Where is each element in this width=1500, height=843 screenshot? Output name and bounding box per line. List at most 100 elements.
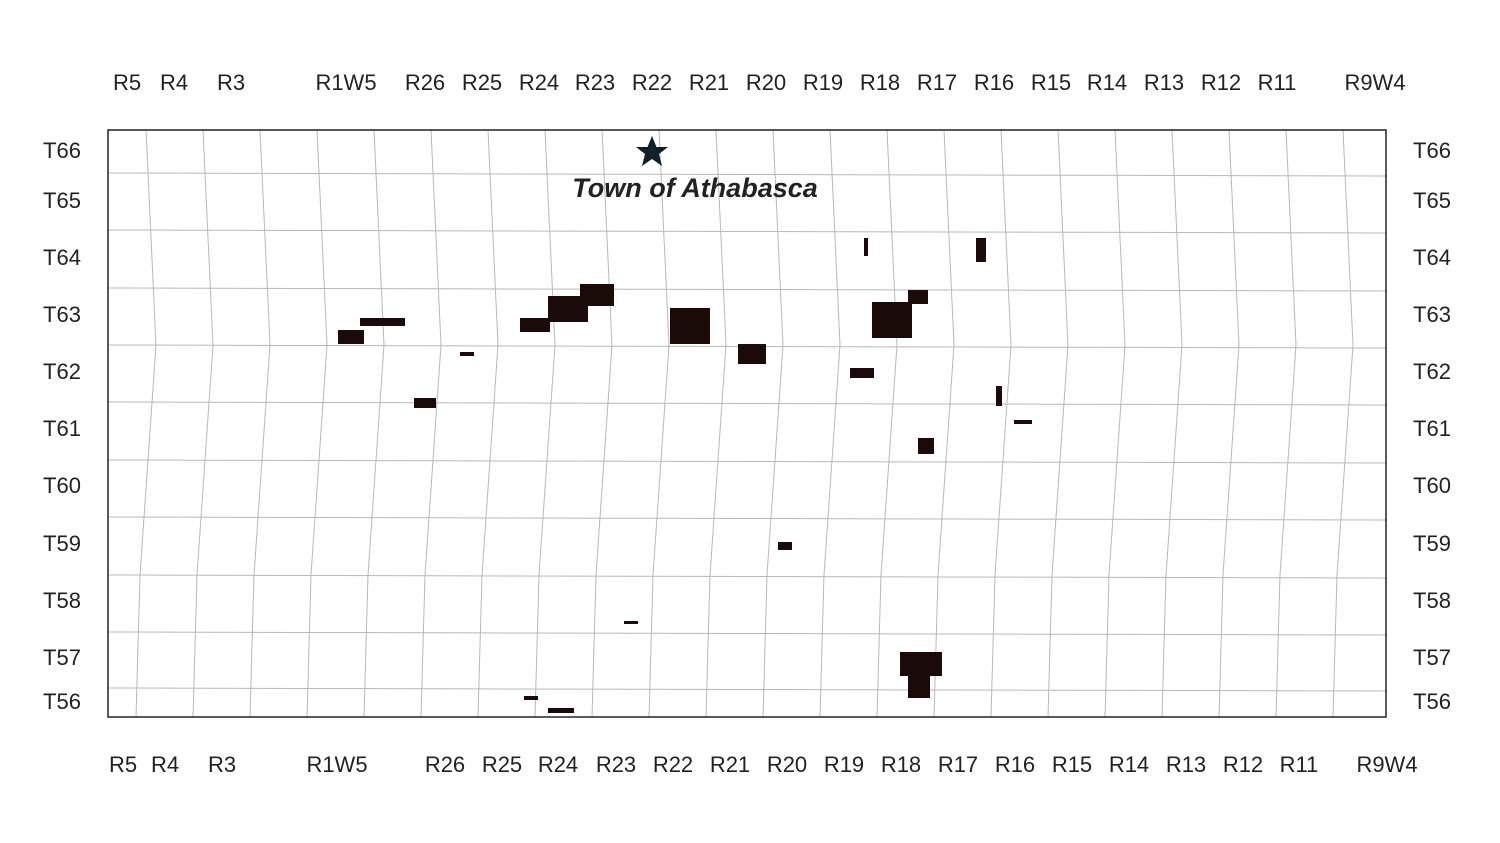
- lease-area: [548, 708, 574, 713]
- lease-area: [520, 318, 550, 332]
- grid-line: [107, 516, 1387, 521]
- range-label: R1W5: [306, 752, 367, 777]
- range-label: R16: [974, 70, 1014, 95]
- grid-line: [715, 129, 727, 346]
- range-label: R5: [113, 70, 141, 95]
- lease-area: [872, 302, 912, 338]
- range-label: R18: [860, 70, 900, 95]
- township-label: T60: [43, 473, 81, 498]
- grid-line: [135, 574, 141, 718]
- range-label: R26: [405, 70, 445, 95]
- range-label: R24: [538, 752, 578, 777]
- lease-area: [996, 386, 1002, 406]
- grid-line: [705, 574, 711, 718]
- range-label: R12: [1201, 70, 1241, 95]
- grid-line: [107, 574, 1387, 579]
- grid-line: [601, 129, 613, 346]
- range-label: R3: [208, 752, 236, 777]
- range-label: R5: [109, 752, 137, 777]
- grid-line: [1161, 574, 1167, 718]
- range-label: R17: [938, 752, 978, 777]
- range-label: R21: [710, 752, 750, 777]
- grid-line: [107, 687, 1387, 692]
- lease-area: [918, 438, 934, 454]
- grid-line: [1285, 129, 1297, 346]
- grid-line: [658, 129, 670, 346]
- lease-area: [738, 344, 766, 364]
- lease-area: [850, 368, 874, 378]
- grid-line: [373, 129, 385, 346]
- range-label: R20: [746, 70, 786, 95]
- lease-area: [864, 238, 868, 256]
- grid-line: [1275, 574, 1281, 718]
- range-label: R4: [151, 752, 179, 777]
- grid-line: [1342, 129, 1354, 346]
- township-label: T62: [1413, 359, 1451, 384]
- grid-line: [933, 574, 939, 718]
- grid-line: [762, 574, 768, 718]
- range-label: R1W5: [315, 70, 376, 95]
- lease-area: [580, 284, 614, 306]
- grid-line: [487, 129, 499, 346]
- range-label: R15: [1052, 752, 1092, 777]
- lease-area: [360, 318, 405, 326]
- township-label: T60: [1413, 473, 1451, 498]
- grid-line: [937, 344, 955, 576]
- grid-line: [1165, 344, 1183, 576]
- grid-line: [1104, 574, 1110, 718]
- range-label: R9W4: [1356, 752, 1417, 777]
- grid-line: [363, 574, 369, 718]
- range-label: R25: [462, 70, 502, 95]
- township-label: T61: [1413, 416, 1451, 441]
- township-label: T59: [1413, 531, 1451, 556]
- grid-line: [766, 344, 784, 576]
- grid-line: [538, 344, 556, 576]
- grid-line: [192, 574, 198, 718]
- grid-line: [107, 401, 1387, 406]
- range-label: R9W4: [1344, 70, 1405, 95]
- grid-line: [819, 574, 825, 718]
- grid-line: [1108, 344, 1126, 576]
- township-label: T65: [1413, 188, 1451, 213]
- range-label: R22: [632, 70, 672, 95]
- grid-line: [591, 574, 597, 718]
- range-label: R4: [160, 70, 188, 95]
- grid-line: [139, 344, 157, 576]
- range-label: R26: [425, 752, 465, 777]
- range-label: R14: [1109, 752, 1149, 777]
- range-label: R3: [217, 70, 245, 95]
- range-label: R19: [824, 752, 864, 777]
- lease-area: [624, 621, 638, 624]
- grid-line: [1171, 129, 1183, 346]
- grid-line: [876, 574, 882, 718]
- lease-area: [338, 330, 364, 344]
- range-label: R23: [596, 752, 636, 777]
- grid-line: [306, 574, 312, 718]
- grid-line: [481, 344, 499, 576]
- range-label: R24: [519, 70, 559, 95]
- grid-line: [1000, 129, 1012, 346]
- lease-area: [524, 696, 538, 700]
- grid-line: [420, 574, 426, 718]
- grid-line: [534, 574, 540, 718]
- lease-area: [414, 398, 436, 408]
- grid-line: [310, 344, 328, 576]
- grid-line: [652, 344, 670, 576]
- lease-area: [908, 290, 928, 304]
- range-label: R23: [575, 70, 615, 95]
- lease-area: [670, 308, 710, 344]
- lease-area: [778, 542, 792, 550]
- grid-line: [829, 129, 841, 346]
- lease-area: [976, 238, 986, 262]
- grid-line: [430, 129, 442, 346]
- range-label: R13: [1166, 752, 1206, 777]
- grid-line: [196, 344, 214, 576]
- range-label: R21: [689, 70, 729, 95]
- township-grid: [107, 129, 1387, 718]
- grid-line: [1336, 344, 1354, 576]
- range-label: R11: [1280, 752, 1319, 777]
- grid-line: [1218, 574, 1224, 718]
- grid-line: [424, 344, 442, 576]
- grid-line: [648, 574, 654, 718]
